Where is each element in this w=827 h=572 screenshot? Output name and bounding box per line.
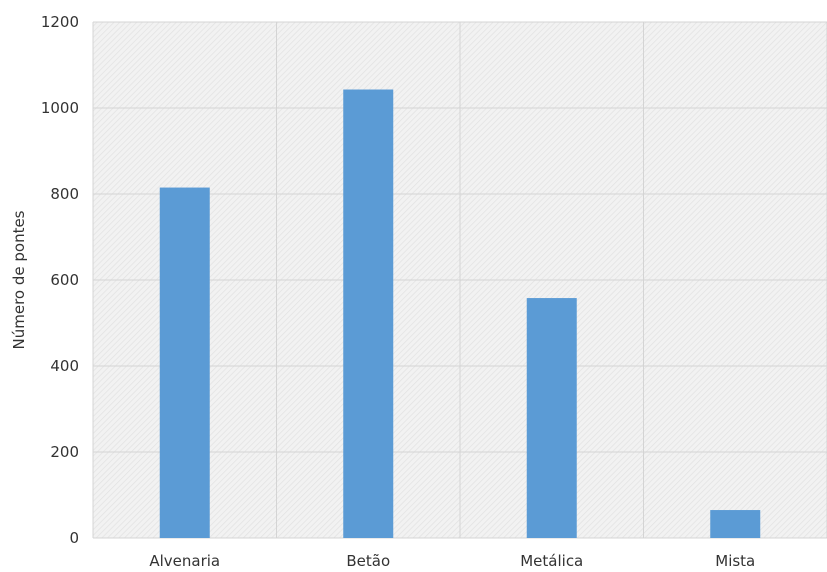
bars xyxy=(159,89,761,539)
bar-bet-o xyxy=(343,89,394,538)
y-tick-label: 200 xyxy=(50,443,79,461)
x-tick-label: Mista xyxy=(715,552,755,570)
y-axis-title: Número de pontes xyxy=(10,210,28,349)
y-tick-label: 0 xyxy=(69,529,79,547)
y-tick-label: 600 xyxy=(50,271,79,289)
bar-mista xyxy=(710,510,761,538)
x-tick-label: Metálica xyxy=(520,552,583,570)
y-tick-label: 1000 xyxy=(41,99,79,117)
axis-ticks: 0 200 400 600 800 1000 1200 Alvenaria Betão Metál… xyxy=(41,13,755,570)
y-tick-label: 400 xyxy=(50,357,79,375)
y-tick-label: 800 xyxy=(50,185,79,203)
x-tick-label: Betão xyxy=(346,552,390,570)
gridlines xyxy=(92,21,827,539)
x-tick-label: Alvenaria xyxy=(149,552,220,570)
bar-met-lica xyxy=(526,298,577,538)
bar-alvenaria xyxy=(159,187,210,539)
y-tick-label: 1200 xyxy=(41,13,79,31)
